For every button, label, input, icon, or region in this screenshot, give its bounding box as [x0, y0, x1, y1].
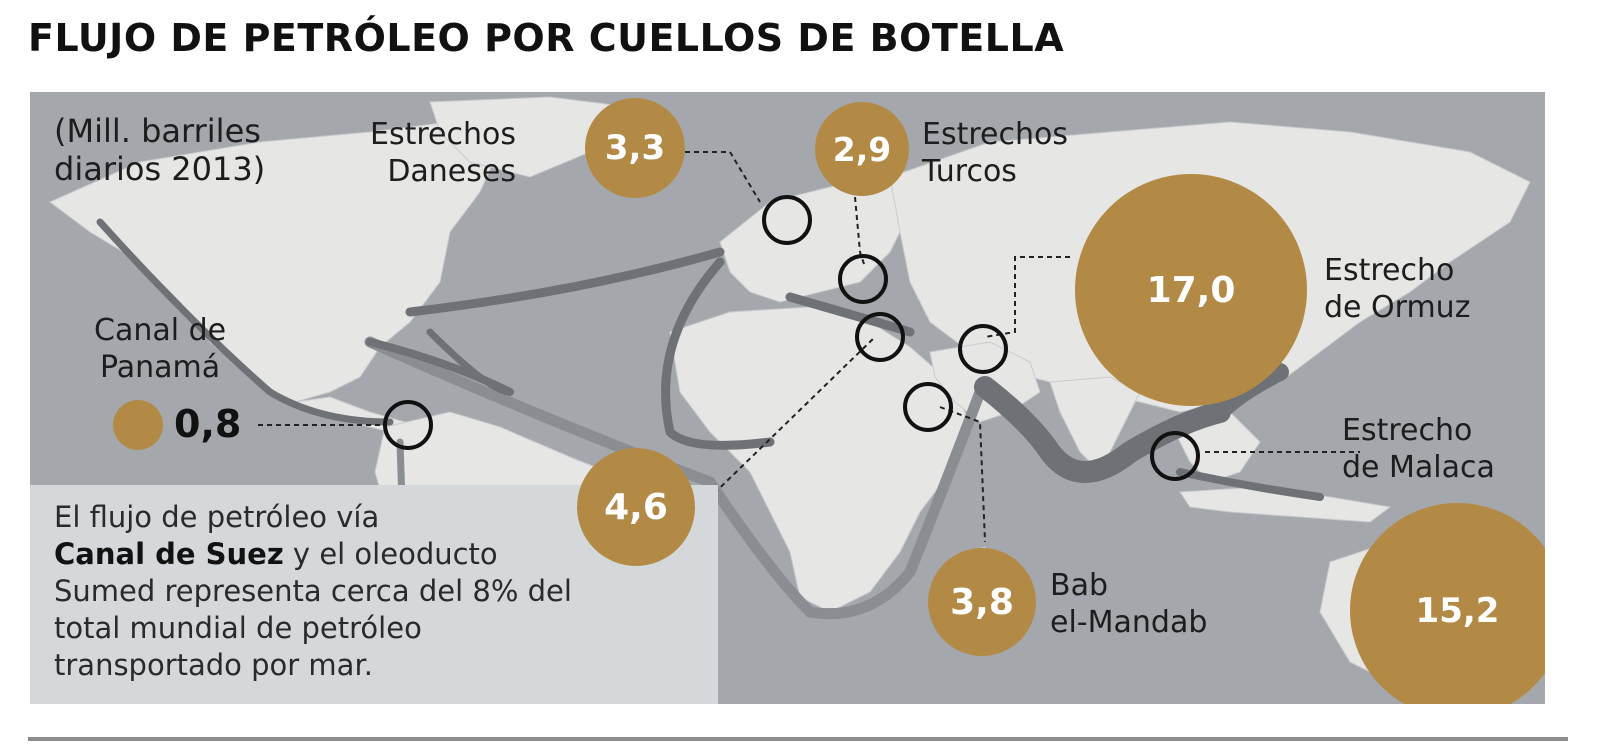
subtitle-line-2: diarios 2013) [54, 150, 266, 188]
shipping-routes [96, 218, 1324, 620]
label-hormuz-line-1: Estrecho [1324, 253, 1455, 288]
label-turkish-line-1: Estrechos [922, 117, 1068, 152]
route-north-atlantic [426, 328, 514, 396]
map-title: FLUJO DE PETRÓLEO POR CUELLOS DE BOTELLA [28, 16, 1065, 60]
label-mandeb-line-2: el-Mandab [1050, 605, 1208, 640]
label-malacca-line-2: de Malaca [1342, 450, 1495, 485]
route-west-africa [661, 257, 775, 450]
route-med [785, 292, 915, 337]
bubble-malacca: 15,2 [1350, 503, 1545, 704]
chokepoint-rings [383, 195, 1200, 481]
label-panama-line-2: Panamá [99, 350, 221, 385]
label-panama: Canal de Panamá [94, 312, 226, 386]
ring-turkish [838, 254, 888, 304]
label-danish-line-1: Estrechos [370, 117, 516, 152]
ring-hormuz [958, 324, 1008, 374]
subtitle-line-1: (Mill. barriles [54, 112, 261, 150]
ring-mandeb [903, 382, 953, 432]
land-greenland [429, 96, 632, 178]
bubble-hormuz: 17,0 [1075, 174, 1307, 406]
route-indian-ocean [974, 376, 1231, 483]
note-line-3: Sumed representa cerca del 8% del [54, 574, 572, 608]
label-panama-line-1: Canal de [94, 313, 227, 348]
route-gulf-cape [364, 336, 986, 620]
route-trans-atlantic [405, 247, 725, 317]
land-europe [719, 176, 911, 303]
ring-danish [762, 195, 812, 245]
bottom-rule [28, 737, 1568, 741]
label-turkish-line-2: Turcos [922, 154, 1017, 189]
label-hormuz-line-2: de Ormuz [1324, 290, 1471, 325]
label-hormuz: Estrecho de Ormuz [1324, 252, 1470, 326]
note-line-2: y el oleoducto [283, 537, 498, 571]
route-pacific [96, 218, 394, 426]
label-danish-line-2: Daneses [387, 154, 516, 189]
leader-turkish [854, 196, 866, 268]
value-panama: 0,8 [174, 402, 242, 446]
note-line-5: transportado por mar. [54, 648, 373, 682]
ring-suez [855, 312, 905, 362]
bubble-suez: 4,6 [577, 448, 695, 566]
route-indonesia [1176, 468, 1324, 501]
label-malacca-line-1: Estrecho [1342, 413, 1473, 448]
units-subtitle: (Mill. barriles diarios 2013) [54, 112, 324, 188]
note-line-4: total mundial de petróleo [54, 611, 422, 645]
note-line-1: El flujo de petróleo vía [54, 500, 380, 534]
ring-panama [383, 400, 433, 450]
suez-note: El flujo de petróleo vía Canal de Suez y… [54, 499, 694, 684]
land-india [1049, 376, 1141, 473]
label-mandeb: Bab el-Mandab [1050, 567, 1207, 641]
label-mandeb-line-1: Bab [1050, 568, 1109, 603]
ring-malacca [1150, 431, 1200, 481]
bubble-danish: 3,3 [585, 98, 685, 198]
label-turkish: Estrechos Turcos [922, 116, 1068, 190]
world-map-panel: El flujo de petróleo vía Canal de Suez y… [30, 92, 1545, 704]
label-malacca: Estrecho de Malaca [1342, 412, 1495, 486]
leader-suez [694, 336, 876, 513]
bubble-panama [113, 400, 163, 450]
label-danish: Estrechos Daneses [370, 116, 516, 190]
bubble-mandeb: 3,8 [928, 548, 1036, 656]
note-bold-suez: Canal de Suez [54, 537, 284, 571]
leader-danish [685, 151, 761, 203]
bubble-turkish: 2,9 [815, 102, 909, 196]
